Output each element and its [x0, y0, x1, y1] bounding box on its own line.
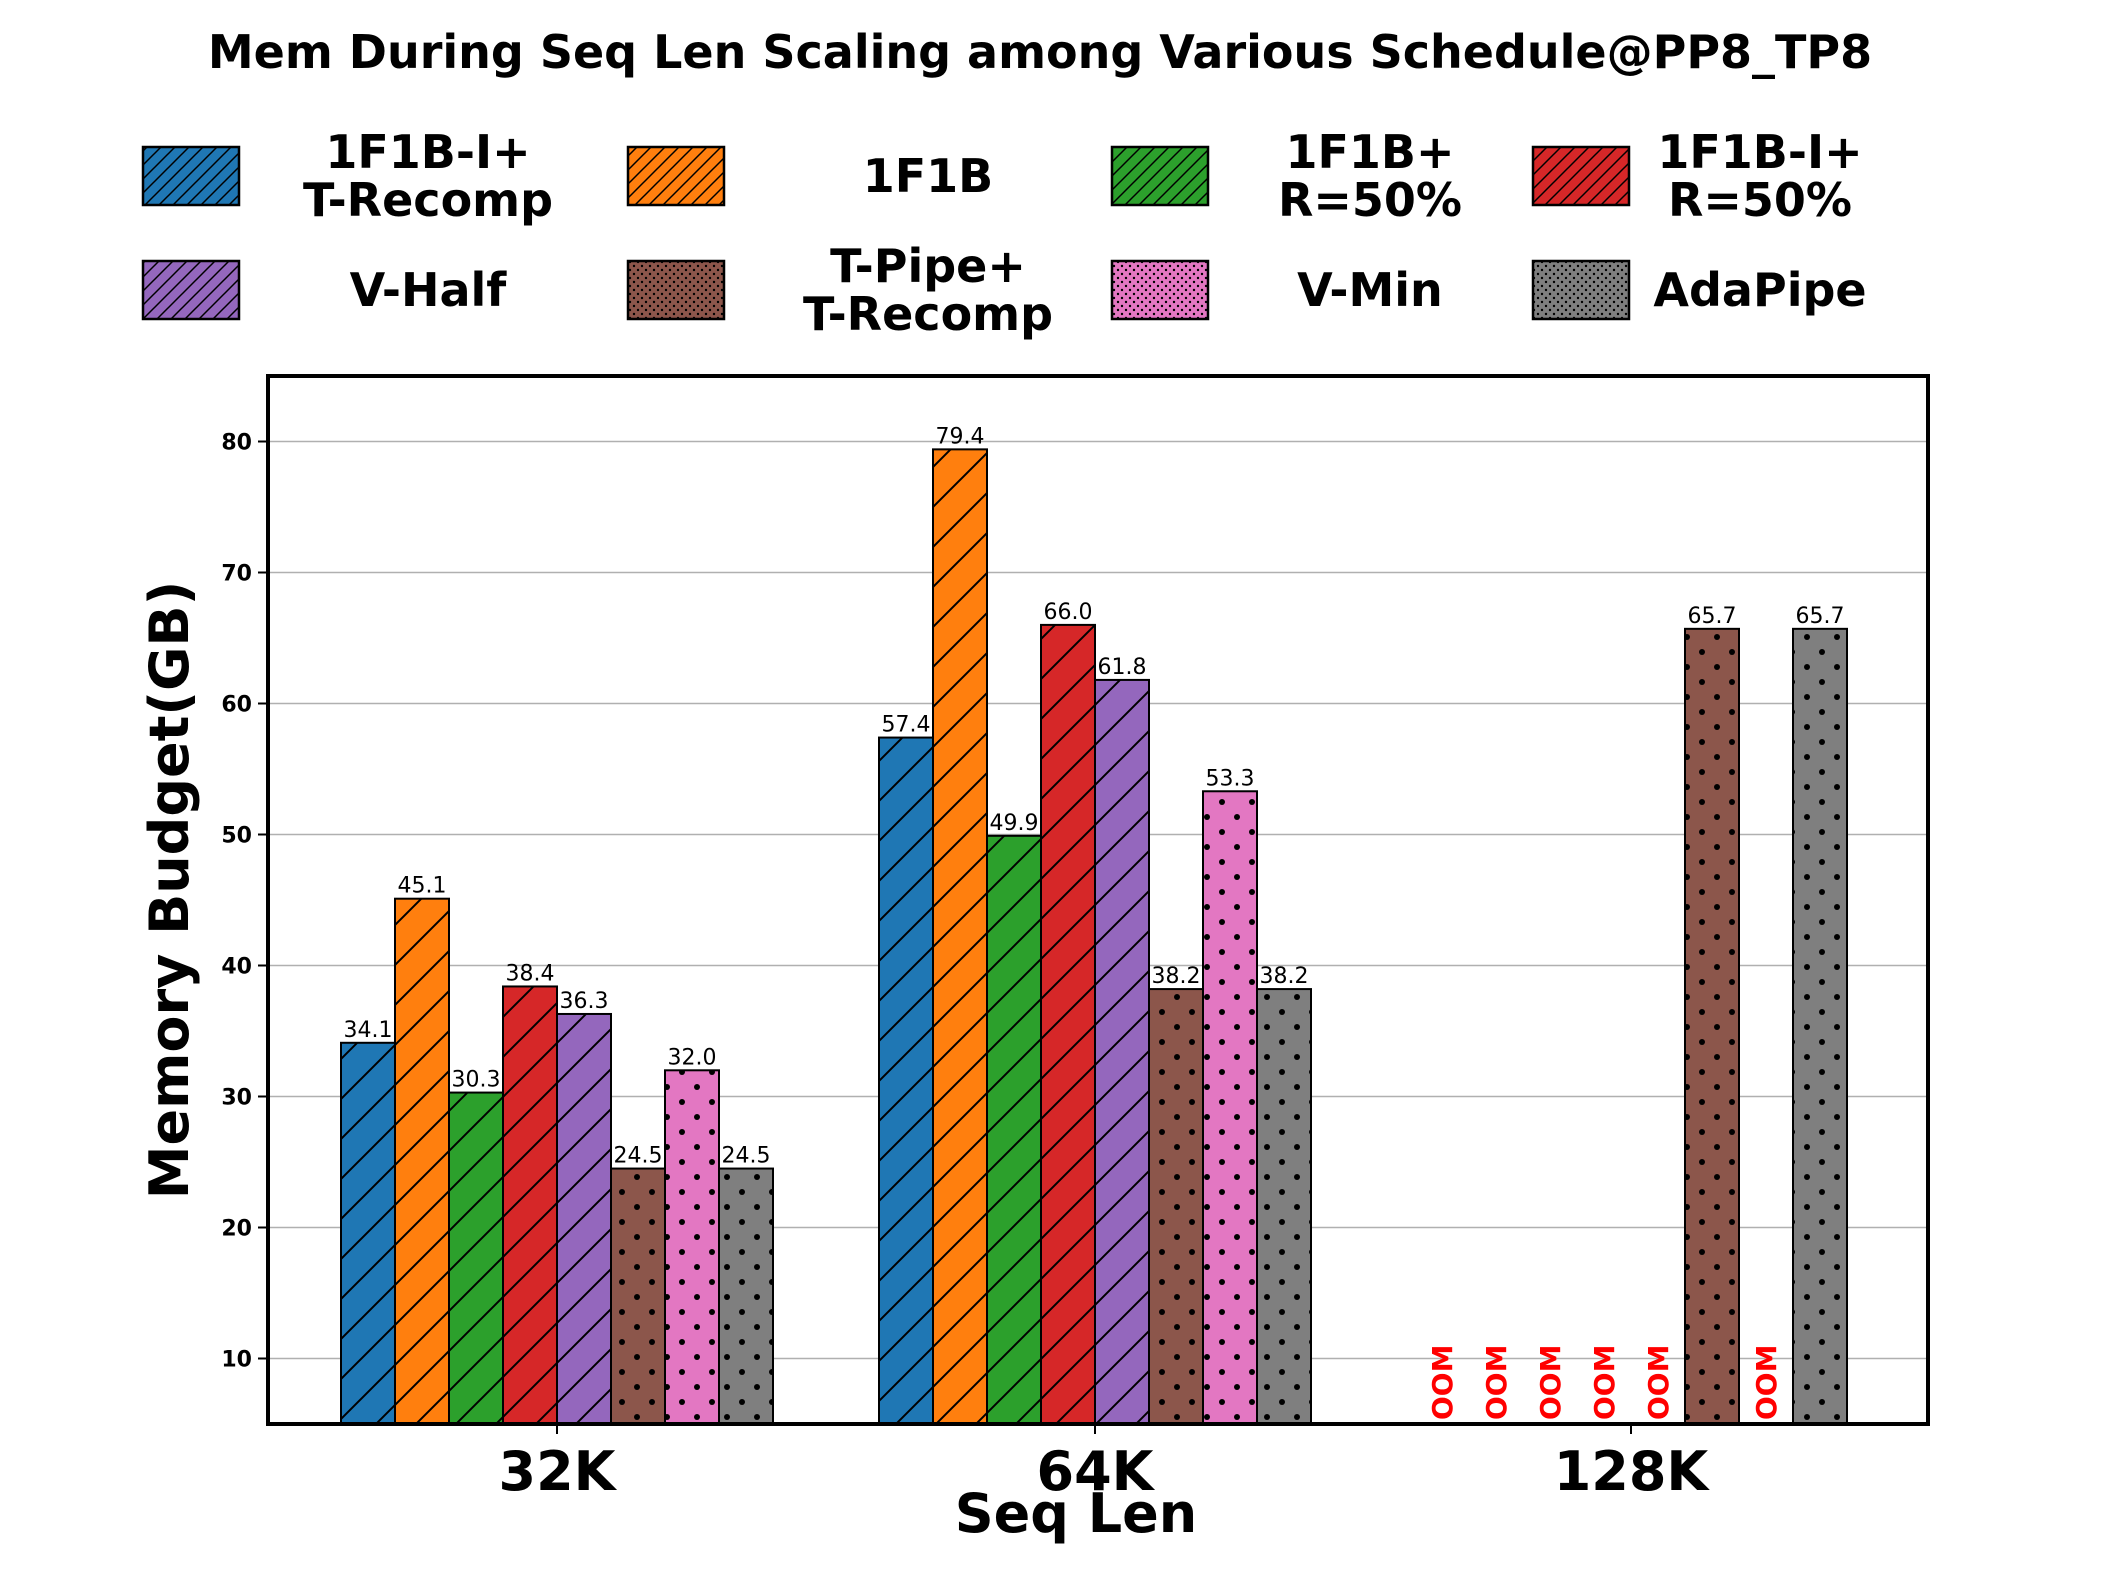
bar-labels: 34.1 45.1 30.3 38.436.3 24.5 32.0 24.5 57.4 79.4…	[344, 424, 1845, 1420]
bar	[1040, 623, 1096, 1425]
bar-value-label: 65.7	[1796, 604, 1845, 629]
bar	[932, 448, 988, 1425]
y-ticks: 10 20 30 40 50 60 70 80	[221, 431, 268, 1373]
legend-label: 1F1B-I+	[325, 125, 530, 179]
bar	[556, 1012, 612, 1425]
legend: 1F1B-I+T-Recomp 1F1B 1F1B+R=50%1F1B-I+R=50…	[141, 125, 1867, 341]
legend-swatch	[1531, 145, 1631, 207]
bar-value-label: 66.0	[1044, 600, 1093, 625]
bar-value-label: 65.7	[1688, 604, 1737, 629]
legend-item: 1F1B-I+R=50%	[1531, 125, 1863, 227]
legend-label: 1F1B+	[1285, 125, 1454, 179]
bar-value-label: 61.8	[1098, 655, 1147, 680]
bar-value-label: 45.1	[398, 874, 447, 899]
bar-value-label: 36.3	[560, 989, 609, 1014]
bar	[1792, 627, 1848, 1425]
y-tick-label: 50	[221, 824, 252, 849]
legend-label: T-Pipe+	[830, 239, 1026, 293]
bar	[1256, 988, 1312, 1426]
oom-label: OOM	[1642, 1345, 1675, 1420]
legend-swatch	[626, 259, 726, 321]
plot-frame	[266, 374, 1930, 1426]
legend-swatch	[141, 259, 241, 321]
bar-value-label: 53.3	[1206, 766, 1255, 791]
legend-item: V-Min	[1110, 259, 1443, 321]
bar	[1684, 627, 1740, 1425]
legend-label: T-Recomp	[303, 173, 553, 227]
legend-swatch	[1110, 145, 1210, 207]
bar	[448, 1091, 504, 1425]
legend-label: T-Recomp	[803, 287, 1053, 341]
oom-label: OOM	[1426, 1345, 1459, 1420]
x-tick-label: 64K	[1037, 1440, 1156, 1503]
y-tick-label: 70	[221, 562, 252, 587]
bar	[878, 736, 934, 1425]
y-axis-label: Memory Budget(GB)	[138, 581, 201, 1200]
y-tick-label: 60	[221, 693, 252, 718]
bar-value-label: 32.0	[668, 1045, 717, 1070]
bar	[610, 1167, 666, 1426]
legend-label: R=50%	[1668, 173, 1852, 227]
bar	[718, 1167, 774, 1426]
bar	[502, 985, 558, 1426]
y-tick-label: 10	[221, 1348, 252, 1373]
legend-item: AdaPipe	[1531, 259, 1867, 321]
legend-label: 1F1B-I+	[1657, 125, 1862, 179]
x-axis-label: Seq Len	[955, 1482, 1197, 1545]
bar-value-label: 38.2	[1152, 964, 1201, 989]
legend-label: R=50%	[1278, 173, 1462, 227]
y-tick-label: 30	[221, 1086, 252, 1111]
x-tick-label: 32K	[499, 1440, 618, 1503]
y-tick-label: 40	[221, 955, 252, 980]
legend-swatch	[1531, 259, 1631, 321]
legend-swatch	[141, 145, 241, 207]
bar	[986, 834, 1042, 1425]
bar	[394, 897, 450, 1425]
bar-value-label: 38.4	[506, 961, 555, 986]
y-tick-label: 20	[221, 1217, 252, 1242]
oom-label: OOM	[1588, 1345, 1621, 1420]
bars	[340, 448, 1848, 1426]
legend-label: 1F1B	[863, 149, 994, 203]
legend-item: V-Half	[141, 259, 508, 321]
bar	[1202, 790, 1258, 1425]
bar-value-label: 57.4	[882, 713, 931, 738]
legend-item: 1F1B	[626, 145, 994, 207]
y-tick-label: 80	[221, 431, 252, 456]
x-ticks: 32K 64K 128K	[499, 1424, 1711, 1503]
bar	[1148, 988, 1204, 1426]
bar-value-label: 24.5	[722, 1144, 771, 1169]
oom-label: OOM	[1750, 1345, 1783, 1420]
legend-swatch	[1110, 259, 1210, 321]
bar	[664, 1069, 720, 1426]
legend-label: V-Min	[1297, 263, 1443, 317]
legend-swatch	[626, 145, 726, 207]
bar-value-label: 49.9	[990, 811, 1039, 836]
legend-item: T-Pipe+T-Recomp	[626, 239, 1053, 341]
bar-value-label: 38.2	[1260, 964, 1309, 989]
bar-value-label: 79.4	[936, 424, 985, 449]
oom-label: OOM	[1534, 1345, 1567, 1420]
bar-value-label: 24.5	[614, 1144, 663, 1169]
x-tick-label: 128K	[1554, 1440, 1711, 1503]
chart-title: Mem During Seq Len Scaling among Various…	[208, 25, 1872, 79]
bar-value-label: 34.1	[344, 1018, 393, 1043]
bar	[340, 1041, 396, 1426]
legend-item: 1F1B-I+T-Recomp	[141, 125, 553, 227]
bar-value-label: 30.3	[452, 1068, 501, 1093]
legend-label: V-Half	[350, 263, 508, 317]
oom-label: OOM	[1480, 1345, 1513, 1420]
legend-label: AdaPipe	[1653, 263, 1866, 317]
bar	[1094, 678, 1150, 1425]
legend-item: 1F1B+R=50%	[1110, 125, 1462, 227]
